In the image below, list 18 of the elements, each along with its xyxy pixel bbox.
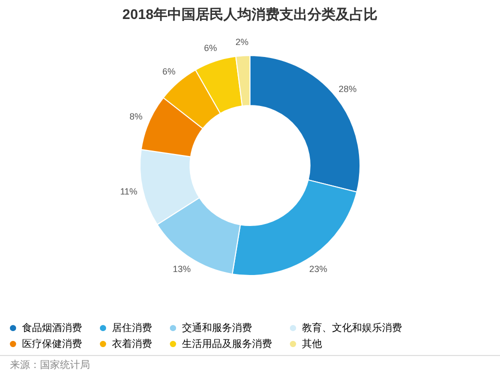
data-label: 28% <box>338 84 357 94</box>
legend-label: 生活用品及服务消费 <box>182 338 272 350</box>
data-label: 13% <box>172 264 191 274</box>
data-label: 8% <box>130 112 143 122</box>
data-label: 11% <box>120 186 138 196</box>
data-label: 6% <box>162 66 176 77</box>
legend-label: 居住消费 <box>112 322 152 334</box>
data-label: 23% <box>309 264 328 274</box>
legend-label: 教育、文化和娱乐消费 <box>302 322 402 334</box>
legend-label: 衣着消费 <box>112 338 152 350</box>
data-label: 2% <box>235 36 248 47</box>
legend-label: 交通和服务消费 <box>182 322 252 334</box>
data-label: 6% <box>204 42 218 53</box>
legend-label: 其他 <box>302 338 322 350</box>
legend-label: 医疗保健消费 <box>22 338 82 350</box>
chart-title: 2018年中国居民人均消费支出分类及占比 <box>122 6 378 22</box>
legend-label: 食品烟酒消费 <box>22 322 82 334</box>
source-note: 来源：国家统计局 <box>0 355 500 374</box>
